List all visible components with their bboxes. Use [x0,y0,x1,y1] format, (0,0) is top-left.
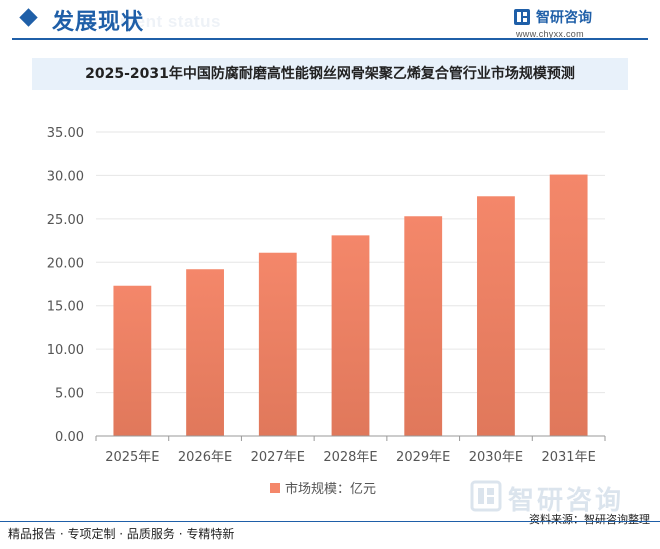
y-tick-label: 25.00 [47,213,84,228]
x-tick-label: 2031年E [541,450,595,465]
x-tick-label: 2029年E [396,450,450,465]
x-tick-label: 2028年E [323,450,377,465]
chart-title: 2025-2031年中国防腐耐磨高性能钢丝网骨架聚乙烯复合管行业市场规模预测 [85,66,575,82]
header: ment status 发展现状 智研咨询 www.chyxx.com [0,0,660,40]
bar [331,235,370,436]
legend-label: 市场规模：亿元 [285,481,376,497]
footer-slogan: 精品报告 · 专项定制 · 品质服务 · 专精特新 [8,527,235,541]
y-tick-label: 0.00 [55,430,84,445]
y-tick-label: 30.00 [47,169,84,184]
section-subtitle: ment status [120,12,221,31]
footer-rule [0,521,660,522]
x-tick-label: 2026年E [178,450,232,465]
brand-name: 智研咨询 [536,10,592,26]
x-tick-label: 2027年E [251,450,305,465]
legend-swatch [270,483,280,493]
brand: 智研咨询 www.chyxx.com [514,7,644,41]
section-title: 发展现状 [52,10,145,35]
x-tick-label: 2030年E [469,450,523,465]
bar [549,174,588,436]
brand-logo-icon [514,9,530,25]
y-tick-label: 35.00 [47,126,84,141]
legend: 市场规模：亿元 [270,481,376,497]
bar [258,252,297,436]
watermark-logo-icon [470,480,502,512]
x-tick-label: 2025年E [105,450,159,465]
y-axis-ticks: 0.00 5.00 10.00 15.00 20.00 25.00 30.00 35.00 [47,126,84,445]
bar [477,196,515,436]
bar [186,269,224,436]
brand-url: www.chyxx.com [516,29,584,39]
chart-title-bar: 2025-2031年中国防腐耐磨高性能钢丝网骨架聚乙烯复合管行业市场规模预测 [32,58,628,90]
source-note: 资料来源：智研咨询整理 [529,513,650,526]
header-rule [12,38,648,40]
bar [404,216,443,436]
watermark-text: 智研咨询 [508,486,625,516]
y-tick-label: 5.00 [55,387,84,402]
y-tick-label: 15.00 [47,300,84,315]
watermark-logo: 智研咨询 [470,480,650,516]
y-tick-label: 20.00 [47,256,84,271]
bars [113,174,588,436]
x-axis-ticks: 2025年E 2026年E 2027年E 2028年E 2029年E 2030年E 2031… [95,436,606,465]
y-tick-label: 10.00 [47,343,84,358]
bar [113,285,152,436]
